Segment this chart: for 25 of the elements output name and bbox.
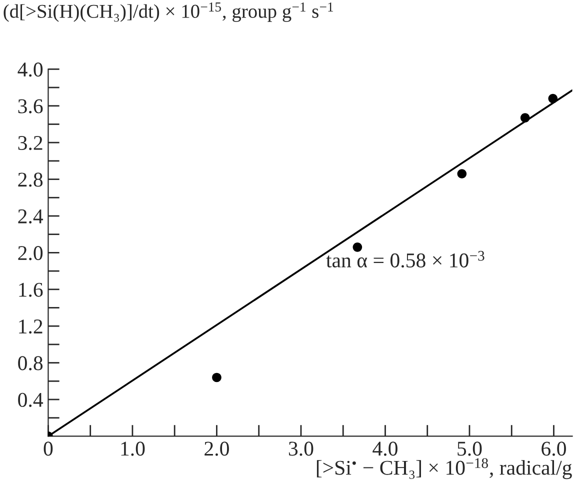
y-tick-label: 3.6 (18, 99, 43, 114)
y-tick-label: 2.4 (18, 209, 44, 224)
y-tick-label: 3.2 (18, 136, 42, 150)
y-axis-title: (d[>Si(H)(CH₃)]/dt) × 10$^{−15}$, group g$^{−1}$ s$^{−1}$ (4, 2, 333, 22)
y-tick-label: 0.4 (18, 392, 44, 408)
point (457, 169, 467, 178)
y-tick-label: 2.0 (18, 246, 43, 260)
y-tick-label: 1.2 (19, 320, 42, 334)
y-tick-label: 0.8 (18, 356, 43, 370)
annotation: tan α = 0.58 × 10$^{−3}$ (326, 250, 484, 268)
point (352, 242, 362, 252)
y-tick-label: 4.0 (18, 62, 43, 77)
point (548, 94, 558, 104)
y-tick-label: 2.8 (18, 172, 43, 187)
x-tick-label: 3.0 (288, 442, 314, 456)
x-axis-title: [>Si$^{•}$ − CH₃] × 10$^{−18}$, radical/g (316, 458, 572, 480)
x-tick-label: 1.0 (121, 442, 145, 456)
y-tick-label: 1.6 (19, 282, 43, 297)
point (520, 113, 530, 122)
point (212, 372, 222, 382)
x-tick-label: 4.0 (372, 442, 398, 456)
x-tick-label: 6.0 (542, 442, 566, 456)
x-tick-label: 5.0 (458, 442, 482, 456)
x-tick-label: 0 (44, 442, 53, 456)
x-tick-label: 2.0 (204, 442, 229, 456)
